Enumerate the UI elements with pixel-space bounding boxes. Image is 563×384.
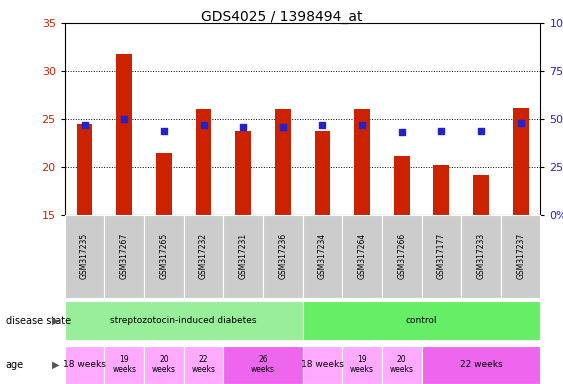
Text: GSM317231: GSM317231 [239,233,248,280]
Text: GSM317266: GSM317266 [397,233,406,280]
Text: 22 weeks: 22 weeks [460,360,502,369]
Point [199,122,208,128]
Text: 18 weeks: 18 weeks [63,360,106,369]
Text: GSM317232: GSM317232 [199,233,208,280]
Bar [77,124,92,215]
Text: GSM317264: GSM317264 [358,233,367,280]
Text: 20
weeks: 20 weeks [390,355,414,374]
Bar [354,109,370,215]
Text: 22
weeks: 22 weeks [191,355,216,374]
Point [80,122,89,128]
Text: control: control [406,316,437,325]
Text: GSM317237: GSM317237 [516,233,525,280]
Bar [117,54,132,215]
Text: 19
weeks: 19 weeks [350,355,374,374]
Point [358,122,367,128]
Text: streptozotocin-induced diabetes: streptozotocin-induced diabetes [110,316,257,325]
Text: GSM317233: GSM317233 [476,233,485,280]
Text: GDS4025 / 1398494_at: GDS4025 / 1398494_at [201,10,362,23]
Bar [473,175,489,215]
Point [239,124,248,130]
Point [278,124,287,130]
Bar [195,109,212,215]
Text: ▶: ▶ [52,360,59,370]
Text: GSM317267: GSM317267 [120,233,129,280]
Text: disease state: disease state [6,316,71,326]
Bar [513,108,529,215]
Text: 18 weeks: 18 weeks [301,360,344,369]
Text: GSM317236: GSM317236 [278,233,287,280]
Text: GSM317177: GSM317177 [437,233,446,280]
Bar [275,109,291,215]
Bar [394,156,410,215]
Point [476,127,485,134]
Text: 19
weeks: 19 weeks [112,355,136,374]
Bar [315,131,330,215]
Point [318,122,327,128]
Point [120,116,129,122]
Text: age: age [6,360,24,370]
Text: ▶: ▶ [52,316,59,326]
Text: 20
weeks: 20 weeks [152,355,176,374]
Text: GSM317235: GSM317235 [80,233,89,280]
Text: 26
weeks: 26 weeks [251,355,275,374]
Point [397,129,406,136]
Text: GSM317234: GSM317234 [318,233,327,280]
Bar [235,131,251,215]
Text: GSM317265: GSM317265 [159,233,168,280]
Point [437,127,446,134]
Point [159,127,168,134]
Bar [156,152,172,215]
Bar [434,165,449,215]
Point [516,120,525,126]
